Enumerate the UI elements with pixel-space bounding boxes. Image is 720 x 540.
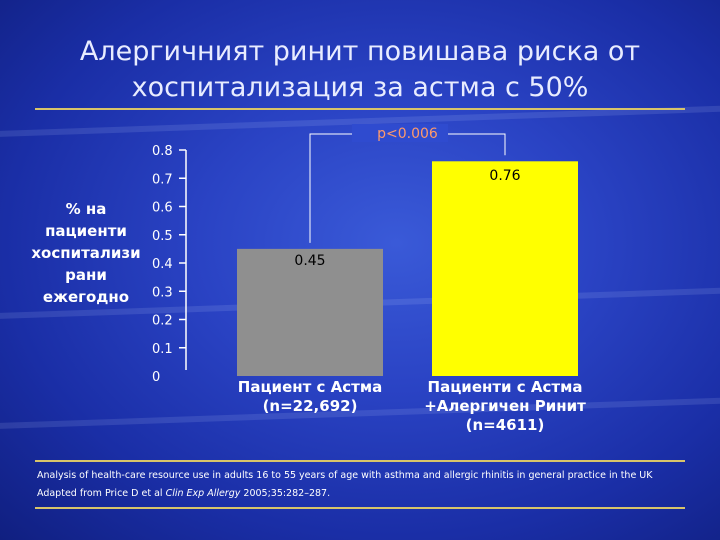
y-tick-label: 0.1 [152,342,173,357]
title-divider [35,108,685,110]
y-axis-label: % на пациенти хоспитализи рани ежегодно [31,200,141,306]
footnote-line-1: Analysis of health-care resource use in … [37,470,653,481]
y-tick-label: 0.2 [152,314,173,329]
pvalue-label: p<0.006 [377,126,438,142]
footnote-divider-top [35,460,685,462]
footnote-citation: Adapted from Price D et al [37,488,166,499]
footnote-pages: 2005;35:282–287. [240,488,331,499]
pvalue-background [352,124,448,142]
y-tick-label: 0.4 [152,257,173,272]
footnote-line-2: Adapted from Price D et al Clin Exp Alle… [37,488,330,499]
bar-value-label: 0.76 [489,168,520,184]
y-tick-label: 0.3 [152,285,173,300]
y-tick-label: 0.7 [152,172,173,187]
bar-1 [237,248,383,376]
footnote-journal: Clin Exp Allergy [165,488,241,499]
y-tick-label: 0.8 [152,144,173,159]
x-category-label: (n=4611) [466,416,545,434]
y-tick-label: 0.5 [152,229,173,244]
x-category-label: Пациенти с Астма [428,378,583,396]
bar-2 [432,161,578,376]
y-tick-label: 0.6 [152,201,173,216]
title-line-2: хоспитализация за астма с 50% [131,72,589,103]
x-category-label: +Алергичен Ринит [424,397,586,415]
x-category-label: (n=22,692) [263,397,358,415]
title-line-1: Алергичният ринит повишава риска от [79,36,641,67]
bar-value-label: 0.45 [294,253,325,269]
y-tick-label: 0 [152,370,160,385]
footnote-divider-bottom [35,507,685,509]
x-category-label: Пациент с Астма [238,378,382,396]
slide-title: Алергичният ринит повишава риска от хосп… [40,34,680,106]
